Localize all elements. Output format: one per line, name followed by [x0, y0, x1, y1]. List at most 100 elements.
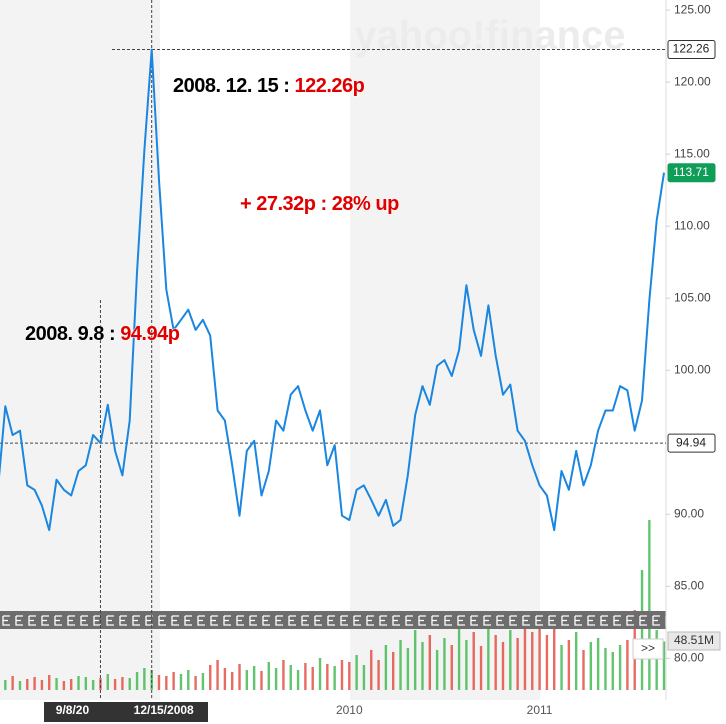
volume-bar [55, 678, 58, 690]
volume-bar [289, 665, 292, 690]
volume-bar [274, 668, 278, 690]
volume-bar [296, 670, 300, 690]
volume-bar [18, 681, 22, 690]
volume-bar [304, 663, 307, 690]
volume-bar [69, 679, 73, 690]
volume-bar [106, 674, 109, 690]
volume-bar [252, 666, 256, 690]
volume-bar [370, 650, 373, 690]
volume-box [667, 631, 721, 651]
volume-bar [48, 675, 51, 690]
volume-bar [179, 674, 183, 690]
volume-bar [618, 645, 622, 690]
volume-bar [509, 630, 512, 690]
price-box-label: 94.94 [676, 435, 706, 449]
volume-bar [421, 642, 424, 690]
volume-bar [99, 678, 102, 690]
volume-bar [648, 520, 651, 690]
volume-bar [230, 672, 234, 690]
annotation-text: 2008. 9.8 : [25, 323, 120, 345]
volume-bar [348, 662, 351, 690]
y-tick-label: 110.00 [674, 218, 710, 232]
event-strip [0, 611, 666, 629]
volume-bar [187, 670, 190, 690]
volume-bar [640, 570, 644, 690]
volume-bar [165, 676, 168, 690]
volume-bar [260, 671, 263, 690]
volume-bar [538, 618, 541, 690]
annotation: + 27.32p : 28% up [240, 193, 399, 215]
annotation-value: 94.94p [120, 323, 180, 345]
volume-bar [201, 673, 205, 690]
x-tick-label: 9/8/20 [56, 703, 90, 717]
volume-bar [384, 645, 388, 690]
y-tick-label: 115.00 [674, 146, 710, 160]
volume-bar [531, 632, 534, 690]
volume-bar [267, 662, 270, 690]
volume-bar [135, 672, 139, 690]
volume-bar [582, 650, 585, 690]
volume-label: 48.51M [674, 633, 714, 647]
volume-bar [157, 675, 161, 690]
volume-bar [487, 620, 490, 690]
volume-bar [223, 668, 227, 690]
y-tick-label: 125.00 [674, 2, 711, 16]
year-band [350, 0, 540, 700]
volume-bar [318, 658, 322, 690]
volume-bar [406, 648, 410, 690]
volume-bar [340, 660, 344, 690]
volume-bar [560, 645, 563, 690]
volume-bar [626, 640, 629, 690]
x-tick-label: 12/15/2008 [134, 703, 194, 717]
volume-bar [545, 635, 549, 690]
y-tick-label: 80.00 [674, 650, 704, 664]
volume-bar [465, 640, 468, 690]
annotation: 2008. 9.8 : 94.94p [25, 323, 180, 345]
volume-bar [194, 676, 197, 690]
volume-bar [91, 680, 95, 690]
year-band [0, 0, 160, 700]
volume-bar [84, 677, 88, 690]
volume-bar [33, 677, 36, 690]
volume-bar [574, 632, 578, 690]
price-box [667, 433, 716, 453]
volume-bar [589, 642, 593, 690]
price-line [0, 48, 665, 532]
volume-bar [209, 665, 212, 690]
x-tick-label: 2010 [336, 703, 363, 717]
volume-bar [245, 670, 249, 690]
volume-bar [333, 666, 336, 690]
volume-bar [26, 679, 29, 690]
expand-icon[interactable]: >> [641, 641, 655, 655]
expand-button[interactable] [632, 638, 664, 660]
volume-bar [472, 632, 475, 690]
date-highlight [44, 702, 208, 722]
volume-bar [494, 635, 497, 690]
volume-bar [311, 667, 314, 690]
y-tick-label: 100.00 [674, 362, 711, 376]
volume-bar [655, 630, 658, 690]
annotation: 2008. 12. 15 : 122.26p [173, 75, 365, 97]
annotation-text: + 27.32p : 28% up [240, 193, 399, 215]
volume-bar [553, 628, 556, 690]
y-tick-label: 85.00 [674, 578, 704, 592]
volume-bar [516, 638, 519, 690]
volume-bar [77, 676, 80, 690]
volume-bar [121, 677, 124, 690]
volume-bar [450, 645, 453, 690]
price-box-label: 122.26 [673, 42, 710, 56]
volume-bar [216, 660, 219, 690]
y-tick-label: 105.00 [674, 290, 711, 304]
volume-bar [596, 638, 600, 690]
volume-bar [435, 650, 439, 690]
volume-bar [282, 660, 285, 690]
volume-bar [443, 638, 446, 690]
volume-bar [523, 625, 527, 690]
annotation-value: 122.26p [294, 75, 364, 97]
volume-bar [662, 641, 666, 690]
volume-bar [355, 655, 358, 690]
volume-bar [326, 664, 329, 690]
volume-bar [399, 640, 402, 690]
volume-bar [143, 668, 146, 690]
price-box [667, 163, 716, 183]
